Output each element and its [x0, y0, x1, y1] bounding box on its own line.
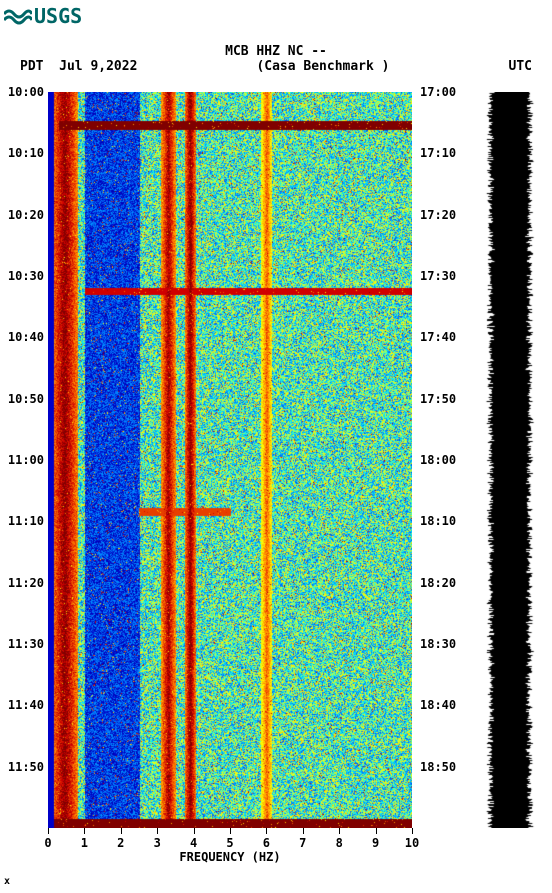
x-ticks	[48, 828, 412, 836]
y-right-tick: 18:30	[420, 637, 456, 651]
x-tick-label: 5	[226, 836, 233, 850]
waveform	[472, 92, 548, 828]
y-right-tick: 18:40	[420, 698, 456, 712]
left-tz: PDT	[20, 59, 43, 74]
y-right-tick: 17:40	[420, 330, 456, 344]
x-tick-label: 7	[299, 836, 306, 850]
x-tick-label: 10	[405, 836, 419, 850]
usgs-logo: USGS	[4, 4, 82, 28]
x-tick	[48, 828, 49, 834]
x-tick-label: 4	[190, 836, 197, 850]
waveform-canvas	[472, 92, 548, 828]
y-left-tick: 11:40	[8, 698, 44, 712]
y-left-tick: 10:00	[8, 85, 44, 99]
y-right-tick: 17:50	[420, 392, 456, 406]
y-left-tick: 10:50	[8, 392, 44, 406]
header-date: Jul 9,2022	[59, 59, 137, 74]
y-right-tick: 18:10	[420, 514, 456, 528]
y-left-tick: 11:30	[8, 637, 44, 651]
x-tick	[266, 828, 267, 834]
x-tick	[194, 828, 195, 834]
x-tick-label: 3	[154, 836, 161, 850]
y-axis-left: 10:0010:1010:2010:3010:4010:5011:0011:10…	[0, 92, 46, 828]
right-tz: UTC	[509, 59, 532, 74]
x-tick	[339, 828, 340, 834]
x-tick	[303, 828, 304, 834]
x-tick-label: 9	[372, 836, 379, 850]
x-axis-title: FREQUENCY (HZ)	[48, 850, 412, 864]
y-left-tick: 11:00	[8, 453, 44, 467]
y-left-tick: 11:50	[8, 760, 44, 774]
y-left-tick: 10:10	[8, 146, 44, 160]
x-tick-label: 1	[81, 836, 88, 850]
station-line: MCB HHZ NC --	[0, 44, 552, 59]
x-tick-label: 8	[336, 836, 343, 850]
y-right-tick: 18:00	[420, 453, 456, 467]
y-left-tick: 11:10	[8, 514, 44, 528]
header-left: PDT Jul 9,2022	[20, 59, 137, 74]
y-left-tick: 10:30	[8, 269, 44, 283]
usgs-text: USGS	[34, 4, 82, 28]
y-right-tick: 17:30	[420, 269, 456, 283]
x-tick	[121, 828, 122, 834]
y-left-tick: 11:20	[8, 576, 44, 590]
y-left-tick: 10:20	[8, 208, 44, 222]
x-tick	[84, 828, 85, 834]
x-tick	[376, 828, 377, 834]
x-tick	[157, 828, 158, 834]
y-right-tick: 17:00	[420, 85, 456, 99]
y-right-tick: 18:20	[420, 576, 456, 590]
x-tick	[412, 828, 413, 834]
header-center: (Casa Benchmark )	[256, 59, 389, 74]
spectrogram	[48, 92, 412, 828]
footer-mark: x	[4, 876, 10, 887]
x-tick-label: 0	[44, 836, 51, 850]
y-left-tick: 10:40	[8, 330, 44, 344]
y-axis-right: 17:0017:1017:2017:3017:4017:5018:0018:10…	[418, 92, 462, 828]
y-right-tick: 17:10	[420, 146, 456, 160]
usgs-wave-icon	[4, 6, 32, 26]
x-tick-label: 6	[263, 836, 270, 850]
y-right-tick: 17:20	[420, 208, 456, 222]
header: MCB HHZ NC -- PDT Jul 9,2022 (Casa Bench…	[0, 44, 552, 74]
x-tick-label: 2	[117, 836, 124, 850]
spectrogram-canvas	[48, 92, 412, 828]
x-tick	[230, 828, 231, 834]
y-right-tick: 18:50	[420, 760, 456, 774]
